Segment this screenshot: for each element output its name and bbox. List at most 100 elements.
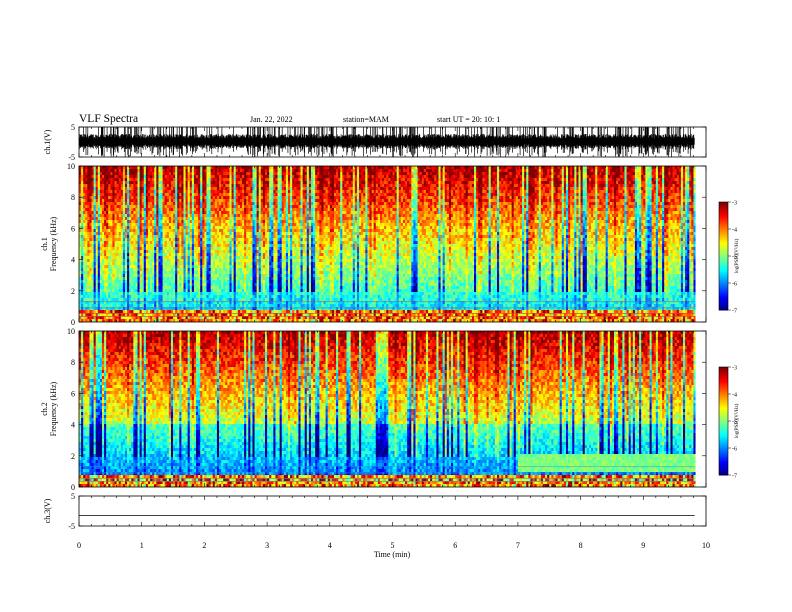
ch1-spectrogram-cell bbox=[129, 232, 132, 236]
ch1-spectrogram-cell bbox=[124, 190, 128, 194]
ch1-spectrogram-cell bbox=[112, 235, 115, 239]
ch1-spectrogram-cell bbox=[231, 247, 235, 251]
ch1-spectrogram-cell bbox=[193, 316, 197, 320]
ch1-spectrogram-cell bbox=[106, 268, 109, 272]
ch1-spectrogram-cell bbox=[120, 247, 124, 251]
ch1-spectrogram-cell bbox=[223, 211, 226, 215]
ch1-spectrogram-cell bbox=[114, 226, 118, 230]
ch1-spectrogram-cell bbox=[269, 175, 272, 179]
ch1-spectrogram-cell bbox=[260, 217, 264, 221]
ch1-spectrogram-cell bbox=[83, 181, 86, 185]
ch1-spectrogram-cell bbox=[223, 205, 226, 209]
ch1-spectrogram-cell bbox=[145, 250, 149, 254]
ch1-spectrogram-cell bbox=[225, 298, 228, 302]
ch1-spectrogram-cell bbox=[101, 220, 105, 224]
ch1-spectrogram-cell bbox=[135, 169, 138, 173]
ch1-spectrogram-cell bbox=[81, 199, 84, 203]
ch1-spectrogram-cell bbox=[162, 259, 166, 263]
ch1-spectrogram-cell bbox=[83, 193, 86, 197]
ch1-spectrogram-cell bbox=[267, 295, 270, 299]
ch1-spectrogram-cell bbox=[139, 169, 143, 173]
ch1-spectrogram-cell bbox=[185, 226, 189, 230]
ch1-spectrogram-cell bbox=[231, 229, 235, 233]
ch1-spectrogram-cell bbox=[122, 304, 126, 308]
ch1-spectrogram-cell bbox=[91, 310, 95, 314]
ch1-spectrogram-cell bbox=[156, 310, 159, 314]
ch1-spectrogram-cell bbox=[122, 193, 126, 197]
ch1-spectrogram-cell bbox=[112, 295, 115, 299]
ch1-spectrogram-cell bbox=[89, 169, 92, 173]
ch1-spectrogram-cell bbox=[170, 190, 174, 194]
ch1-spectrogram-cell bbox=[156, 286, 159, 290]
ch1-spectrogram-cell bbox=[271, 307, 274, 311]
ch1-spectrogram-cell bbox=[83, 304, 86, 308]
ch1-spectrogram-cell bbox=[162, 232, 166, 236]
ch1-spectrogram-cell bbox=[137, 268, 141, 272]
ch1-spectrogram-cell bbox=[258, 229, 262, 233]
ch1-spectrogram-cell bbox=[212, 268, 216, 272]
ch1-spectrogram-cell bbox=[166, 241, 170, 245]
ch1-spectrogram-cell bbox=[89, 223, 92, 227]
ch1-spectrogram-cell bbox=[137, 205, 141, 209]
ch1-spectrogram-cell bbox=[162, 193, 166, 197]
ch1-spectrogram-cell bbox=[91, 220, 95, 224]
ch1-spectrogram-cell bbox=[219, 295, 222, 299]
ch1-spectrogram-cell bbox=[106, 226, 109, 230]
ch1-spectrogram-cell bbox=[208, 214, 212, 218]
ch1-spectrogram-cell bbox=[246, 205, 249, 209]
ch1-spectrogram-cell bbox=[116, 217, 120, 221]
ch1-spectrogram-cell bbox=[256, 220, 260, 224]
ch1-spectrogram-cell bbox=[189, 178, 193, 182]
ch1-spectrogram-cell bbox=[219, 229, 222, 233]
ch1-spectrogram-cell bbox=[237, 175, 241, 179]
ch1-spectrogram-cell bbox=[141, 298, 145, 302]
ch1-spectrogram-cell bbox=[127, 313, 130, 317]
ch1-spectrogram-cell bbox=[273, 178, 276, 182]
ch1-spectrogram-cell bbox=[114, 241, 118, 245]
ch1-spectrogram-cell bbox=[81, 265, 84, 269]
ch1-spectrogram-cell bbox=[269, 274, 272, 278]
ch1-spectrogram-cell bbox=[141, 169, 145, 173]
ch1-spectrogram-cell bbox=[202, 178, 205, 182]
ch1-spectrogram-cell bbox=[204, 247, 207, 251]
ch1-spectrogram-cell bbox=[106, 232, 109, 236]
ch1-spectrogram-cell bbox=[112, 262, 115, 266]
ch1-spectrogram-cell bbox=[221, 220, 224, 224]
ch1-spectrogram-cell bbox=[191, 208, 195, 212]
ch1-spectrogram-cell bbox=[271, 181, 274, 185]
ch1-spectrogram-cell bbox=[246, 238, 249, 242]
ch1-spectrogram-cell bbox=[135, 178, 138, 182]
ch1-spectrogram-cell bbox=[95, 241, 99, 245]
ch1-spectrogram-cell bbox=[89, 232, 92, 236]
ch1-spectrogram-cell bbox=[110, 256, 113, 260]
ch1-spectrogram-cell bbox=[118, 301, 122, 305]
ch1-spectrogram-cell bbox=[246, 268, 249, 272]
ch1-spectrogram-cell bbox=[99, 226, 103, 230]
ch1-spectrogram-cell bbox=[219, 235, 222, 239]
ch1-spectrogram-cell bbox=[273, 214, 276, 218]
ch1-spectrogram-cell bbox=[179, 250, 182, 254]
ch1-spectrogram-cell bbox=[147, 256, 151, 260]
ch1-spectrogram-cell bbox=[237, 286, 241, 290]
ch1-spectrogram-cell bbox=[225, 289, 228, 293]
ch1-spectrogram-cell bbox=[131, 313, 134, 317]
ch1-spectrogram-cell bbox=[87, 238, 90, 242]
ch1-spectrogram-cell bbox=[254, 298, 258, 302]
ch1-spectrogram-cell bbox=[260, 256, 264, 260]
ch1-spectrogram-cell bbox=[145, 190, 149, 194]
ch1-spectrogram-cell bbox=[166, 268, 170, 272]
ch1-spectrogram-cell bbox=[193, 217, 197, 221]
ch1-spectrogram-cell bbox=[246, 292, 249, 296]
ch1-spectrogram-cell bbox=[143, 289, 147, 293]
ch1-spectrogram-cell bbox=[99, 283, 103, 287]
ch1-spectrogram-cell bbox=[114, 208, 118, 212]
ch1-spectrogram-cell bbox=[219, 313, 222, 317]
ch1-spectrogram-cell bbox=[208, 286, 212, 290]
ch1-spectrogram-cell bbox=[162, 265, 166, 269]
ch1-spectrogram-cell bbox=[131, 289, 134, 293]
ch1-spectrogram-cell bbox=[235, 265, 239, 269]
ch1-spectrogram-cell bbox=[93, 313, 97, 317]
ch1-spectrogram-cell bbox=[231, 292, 235, 296]
ch1-spectrogram-cell bbox=[101, 292, 105, 296]
ch1-spectrogram-cell bbox=[95, 181, 99, 185]
